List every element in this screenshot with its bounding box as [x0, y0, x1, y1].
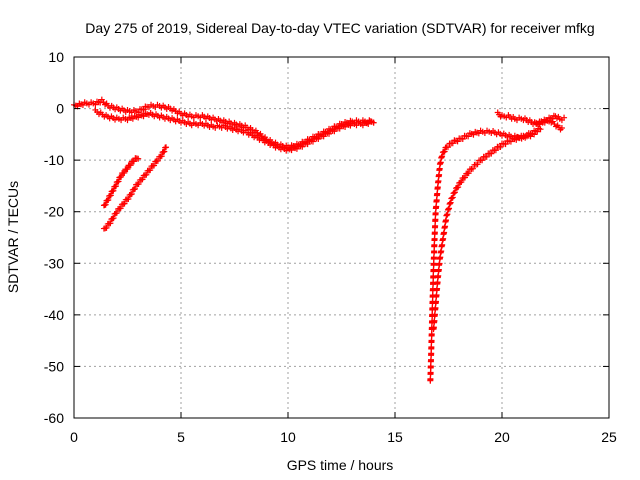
y-tick-label: -50	[44, 358, 64, 374]
data-point	[449, 194, 456, 201]
data-point	[459, 135, 466, 142]
chart-title: Day 275 of 2019, Sidereal Day-to-day VTE…	[85, 20, 594, 36]
data-point	[370, 119, 377, 126]
data-point	[529, 130, 536, 137]
data-point	[320, 133, 327, 140]
data-point	[451, 189, 458, 196]
data-point	[107, 220, 114, 227]
data-point	[158, 153, 165, 160]
data-point	[331, 128, 338, 135]
data-point	[125, 195, 132, 202]
data-point	[454, 138, 461, 145]
data-point	[561, 114, 568, 121]
data-point	[121, 169, 128, 176]
plot-frame	[73, 56, 610, 419]
x-tick-label: 25	[601, 429, 617, 445]
data-point	[483, 153, 490, 160]
data-point	[112, 183, 119, 190]
axis-ticks: 0 5 10 15 20 25 10 0 -10 -20 -30 -40 -50 -60	[44, 49, 617, 445]
data-point	[139, 176, 146, 183]
data-point	[135, 181, 142, 188]
data-point	[474, 161, 481, 168]
data-point	[131, 185, 138, 192]
y-tick-label: -30	[44, 255, 64, 271]
data-point	[479, 157, 486, 164]
data-point	[121, 200, 128, 207]
data-point	[469, 165, 476, 172]
data-point	[113, 209, 120, 216]
data-point	[105, 197, 112, 204]
data-point	[127, 162, 134, 169]
series-track-d	[100, 144, 170, 232]
data-point	[304, 141, 311, 148]
y-tick-label: -40	[44, 307, 64, 323]
series-track-h	[533, 117, 565, 133]
data-point	[336, 125, 343, 132]
data-point	[102, 201, 109, 208]
y-axis-label: SDTVAR / TECUs	[5, 181, 21, 293]
data-point	[497, 143, 504, 150]
data-point	[465, 170, 472, 177]
y-tick-label: -20	[44, 204, 64, 220]
y-tick-label: -60	[44, 410, 64, 426]
data-point	[449, 140, 456, 147]
data-point	[441, 148, 448, 155]
series-track-b	[92, 106, 377, 154]
data-points	[71, 96, 568, 384]
data-point	[130, 158, 137, 165]
data-point	[110, 215, 117, 222]
data-point	[128, 191, 135, 198]
y-tick-label: -10	[44, 152, 64, 168]
data-point	[92, 101, 99, 108]
data-point	[118, 173, 125, 180]
data-point	[151, 162, 158, 169]
series-track-f	[430, 125, 544, 333]
data-point	[315, 135, 322, 142]
data-point	[523, 133, 530, 140]
data-point	[147, 167, 154, 174]
data-point	[455, 184, 462, 191]
x-tick-label: 0	[70, 429, 78, 445]
data-point	[103, 224, 110, 231]
data-point	[161, 148, 168, 155]
data-point	[299, 143, 306, 150]
data-point	[439, 153, 446, 160]
data-point	[507, 138, 514, 145]
data-point	[458, 178, 465, 185]
data-point	[558, 125, 565, 131]
data-point	[140, 106, 147, 113]
y-tick-label: 10	[48, 49, 64, 65]
data-point	[465, 133, 472, 140]
data-point	[488, 150, 495, 157]
data-point	[115, 178, 122, 185]
data-point	[462, 174, 469, 181]
x-tick-label: 15	[387, 429, 403, 445]
data-point	[447, 199, 454, 206]
data-point	[502, 141, 509, 148]
data-point	[537, 126, 544, 133]
x-axis-label: GPS time / hours	[287, 457, 394, 473]
data-point	[492, 147, 499, 154]
data-point	[309, 138, 316, 145]
x-tick-label: 5	[177, 429, 185, 445]
data-point	[110, 187, 117, 194]
x-tick-label: 10	[280, 429, 296, 445]
y-tick-label: 0	[56, 101, 64, 117]
data-point	[135, 155, 142, 162]
data-point	[143, 171, 150, 178]
series-track-c	[100, 155, 142, 209]
x-tick-label: 20	[494, 429, 510, 445]
data-point	[444, 144, 451, 151]
data-point	[326, 130, 333, 137]
data-point	[534, 128, 541, 135]
data-point	[163, 144, 170, 151]
data-point	[107, 192, 114, 199]
data-point	[124, 166, 131, 173]
data-point	[154, 157, 161, 164]
data-point	[117, 205, 124, 212]
